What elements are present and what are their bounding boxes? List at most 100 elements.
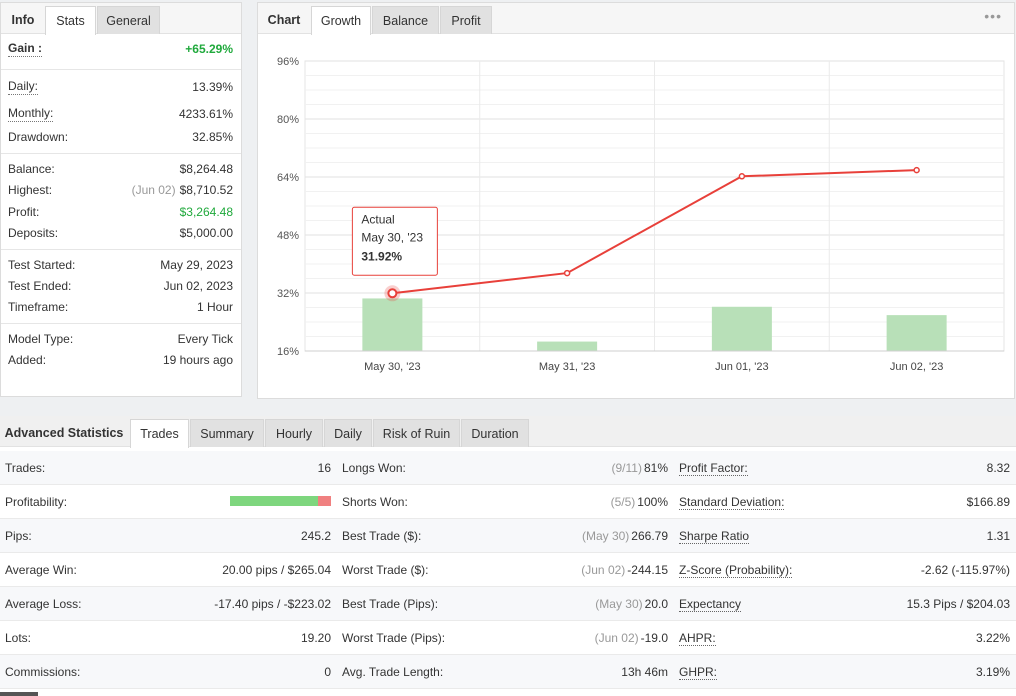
stat-label-text: AHPR: bbox=[679, 631, 716, 646]
stat-label-text: Shorts Won: bbox=[342, 495, 408, 509]
divider bbox=[1, 69, 241, 70]
daily-label[interactable]: Daily: bbox=[8, 79, 39, 95]
stat-label-text: Average Loss: bbox=[5, 597, 82, 611]
horizontal-scrollbar[interactable] bbox=[0, 692, 38, 696]
stat-label[interactable]: Z-Score (Probability): bbox=[679, 553, 793, 587]
stat-label: Lots: bbox=[5, 621, 31, 655]
balance-row: Balance: $8,264.48 bbox=[8, 159, 233, 179]
highest-value: $8,710.52 bbox=[179, 183, 233, 197]
stat-row: Sharpe Ratio 1.31 bbox=[674, 519, 1016, 553]
stat-value-text: 15.3 Pips / $204.03 bbox=[906, 597, 1010, 611]
stat-row: Longs Won: (9/11) 81% bbox=[337, 451, 674, 485]
stat-value: 1.31 bbox=[987, 519, 1010, 553]
stat-label: Worst Trade ($): bbox=[342, 553, 428, 587]
stat-value: (Jun 02) -19.0 bbox=[595, 621, 668, 655]
tooltip-text: May 30, '23 bbox=[361, 230, 423, 244]
stat-label[interactable]: Sharpe Ratio bbox=[679, 519, 750, 553]
model-type-row: Model Type: Every Tick bbox=[8, 329, 233, 349]
data-point bbox=[563, 269, 571, 277]
info-tabs: Info Stats General bbox=[1, 3, 241, 35]
balance-label: Balance: bbox=[8, 162, 55, 176]
stat-value-text: 19.20 bbox=[300, 631, 331, 645]
tab-growth[interactable]: Growth bbox=[311, 6, 371, 35]
stat-label-text: Pips: bbox=[5, 529, 32, 543]
x-tick-label: Jun 02, '23 bbox=[890, 361, 943, 373]
stat-label-text: Lots: bbox=[5, 631, 32, 645]
stat-label-text: Standard Deviation: bbox=[679, 495, 785, 510]
stat-label[interactable]: Expectancy bbox=[679, 587, 742, 621]
growth-chart: 96% 80% 64% 48% 32% 16% May 30, '23 May 31, '23… bbox=[277, 56, 1005, 373]
stat-value-text: 1.31 bbox=[986, 529, 1010, 543]
gain-row: Gain : +65.29% bbox=[8, 39, 233, 59]
tab-stats[interactable]: Stats bbox=[45, 6, 96, 35]
added-row: Added: 19 hours ago bbox=[8, 350, 233, 370]
stat-label-text: Avg. Trade Length: bbox=[342, 665, 444, 679]
x-tick-label: Jun 01, '23 bbox=[715, 361, 768, 373]
tooltip-box bbox=[351, 206, 438, 276]
tab-general[interactable]: General bbox=[97, 6, 160, 34]
stat-label[interactable]: AHPR: bbox=[679, 621, 716, 655]
model-type-value: Every Tick bbox=[177, 332, 233, 346]
test-started-label: Test Started: bbox=[8, 258, 76, 272]
tab-advanced-statistics[interactable]: Advanced Statistics bbox=[4, 426, 124, 440]
stat-value-text: 245.2 bbox=[300, 529, 331, 543]
stat-label[interactable]: GHPR: bbox=[679, 655, 718, 689]
stat-row: Best Trade (Pips): (May 30) 20.0 bbox=[337, 587, 674, 621]
tab-chart[interactable]: Chart bbox=[267, 13, 301, 27]
adv-tabs: Advanced Statistics Trades Summary Hourl… bbox=[0, 416, 1016, 448]
stat-row: Average Win: 20.00 pips / $265.04 bbox=[0, 553, 337, 587]
stat-value: 20.00 pips / $265.04 bbox=[222, 553, 331, 587]
daily-value: 13.39% bbox=[192, 80, 233, 94]
tab-trades[interactable]: Trades bbox=[130, 419, 189, 448]
monthly-label[interactable]: Monthly: bbox=[8, 106, 54, 122]
highest-row: Highest: (Jun 02) $8,710.52 bbox=[8, 180, 233, 200]
model-type-label: Model Type: bbox=[8, 332, 74, 346]
tab-profit[interactable]: Profit bbox=[440, 6, 492, 34]
stat-value: $166.89 bbox=[967, 485, 1010, 519]
monthly-value: 4233.61% bbox=[178, 107, 233, 121]
highest-date: (Jun 02) bbox=[131, 183, 176, 197]
tab-balance[interactable]: Balance bbox=[372, 6, 439, 34]
stat-label-text: GHPR: bbox=[679, 665, 718, 680]
profit-label: Profit: bbox=[8, 205, 40, 219]
stat-label-text: Profit Factor: bbox=[679, 461, 748, 476]
stat-value-text: 13h 46m bbox=[621, 665, 668, 679]
stat-label-text: Longs Won: bbox=[342, 461, 406, 475]
tab-info[interactable]: Info bbox=[11, 13, 35, 27]
stat-row: GHPR: 3.19% bbox=[674, 655, 1016, 689]
stat-value-note: (Jun 02) bbox=[594, 631, 639, 645]
tab-risk-of-ruin[interactable]: Risk of Ruin bbox=[373, 419, 460, 447]
stat-value-text: 100% bbox=[637, 495, 668, 509]
stat-label: Longs Won: bbox=[342, 451, 406, 485]
stat-label-text: Commissions: bbox=[5, 665, 81, 679]
stat-label-text: Worst Trade ($): bbox=[342, 563, 429, 577]
stat-row: Profit Factor: 8.32 bbox=[674, 451, 1016, 485]
stats-column-3: Profit Factor: 8.32 Standard Deviation: $16… bbox=[674, 451, 1016, 689]
stat-label-text: Z-Score (Probability): bbox=[679, 563, 793, 578]
more-options-icon[interactable]: ••• bbox=[984, 8, 1002, 24]
stat-label[interactable]: Profit Factor: bbox=[679, 451, 748, 485]
deposits-value: $5,000.00 bbox=[179, 226, 233, 240]
tab-daily[interactable]: Daily bbox=[324, 419, 372, 447]
added-label: Added: bbox=[8, 353, 47, 367]
test-started-row: Test Started: May 29, 2023 bbox=[8, 255, 233, 275]
stat-value: 3.22% bbox=[976, 621, 1010, 655]
gain-label[interactable]: Gain : bbox=[8, 41, 43, 57]
advanced-statistics-panel: Advanced Statistics Trades Summary Hourl… bbox=[0, 416, 1016, 696]
stat-value-note: (5/5) bbox=[610, 495, 636, 509]
stat-value: (9/11) 81% bbox=[612, 451, 669, 485]
data-point bbox=[387, 288, 398, 299]
tab-summary[interactable]: Summary bbox=[190, 419, 264, 447]
stat-row: Worst Trade (Pips): (Jun 02) -19.0 bbox=[337, 621, 674, 655]
data-point bbox=[913, 166, 920, 174]
stat-value: (Jun 02) -244.15 bbox=[581, 553, 668, 587]
stat-value-text: 16 bbox=[317, 461, 331, 475]
bar-mark bbox=[362, 298, 423, 351]
stat-value-note: (9/11) bbox=[611, 461, 642, 475]
x-tick-label: May 30, '23 bbox=[364, 361, 421, 373]
stat-label[interactable]: Standard Deviation: bbox=[679, 485, 785, 519]
tab-hourly[interactable]: Hourly bbox=[265, 419, 323, 447]
stat-row: Commissions: 0 bbox=[0, 655, 337, 689]
tab-duration[interactable]: Duration bbox=[461, 419, 529, 447]
stat-row: Best Trade ($): (May 30) 266.79 bbox=[337, 519, 674, 553]
